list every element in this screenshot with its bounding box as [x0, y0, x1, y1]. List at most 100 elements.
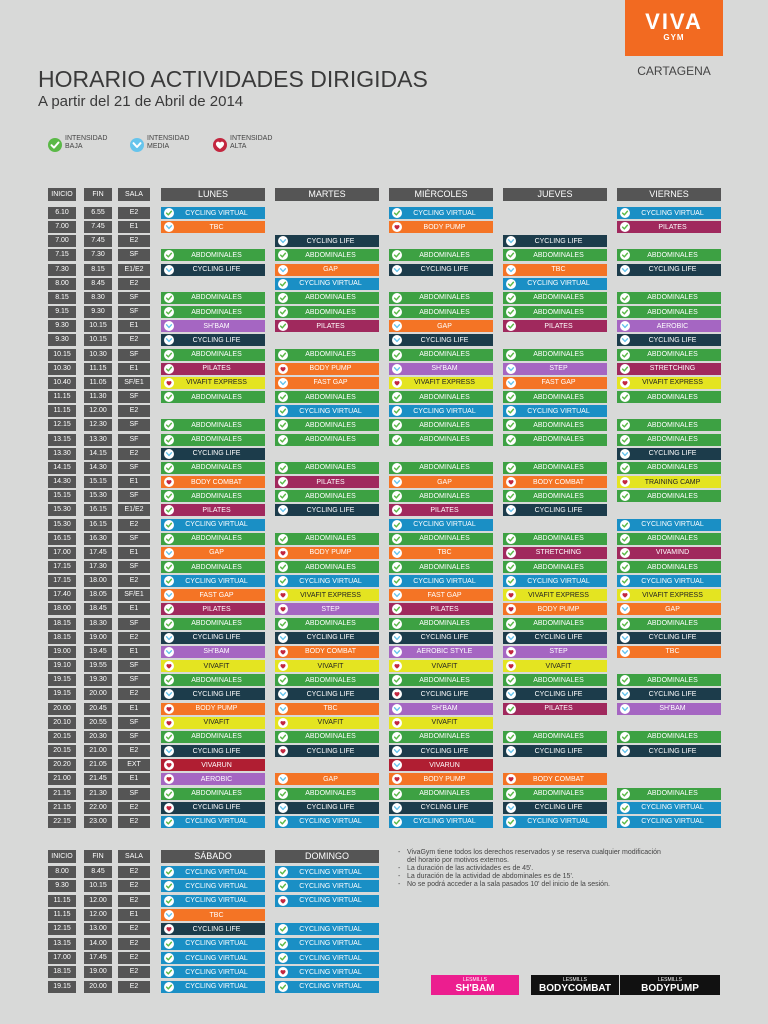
class-cell-fast-gap[interactable]: FAST GAP: [389, 589, 493, 602]
class-cell-cycling-virtual[interactable]: CYCLING VIRTUAL: [275, 923, 379, 936]
class-cell-cycling-life[interactable]: CYCLING LIFE: [617, 688, 721, 701]
class-cell-cycling-virtual[interactable]: CYCLING VIRTUAL: [161, 518, 265, 531]
class-cell-cycling-virtual[interactable]: CYCLING VIRTUAL: [161, 937, 265, 950]
class-cell-body-pump[interactable]: BODY PUMP: [275, 546, 379, 559]
class-cell-gap[interactable]: GAP: [389, 476, 493, 489]
class-cell-abdominales[interactable]: ABDOMINALES: [617, 433, 721, 446]
class-cell-cycling-virtual[interactable]: CYCLING VIRTUAL: [503, 575, 607, 588]
class-cell-cycling-virtual[interactable]: CYCLING VIRTUAL: [161, 575, 265, 588]
class-cell-sh-bam[interactable]: SH'BAM: [161, 645, 265, 658]
class-cell-cycling-virtual[interactable]: CYCLING VIRTUAL: [275, 966, 379, 979]
class-cell-abdominales[interactable]: ABDOMINALES: [617, 730, 721, 743]
class-cell-abdominales[interactable]: ABDOMINALES: [617, 249, 721, 262]
class-cell-abdominales[interactable]: ABDOMINALES: [161, 249, 265, 262]
class-cell-pilates[interactable]: PILATES: [275, 320, 379, 333]
class-cell-cycling-life[interactable]: CYCLING LIFE: [161, 745, 265, 758]
class-cell-cycling-virtual[interactable]: CYCLING VIRTUAL: [503, 815, 607, 828]
class-cell-cycling-life[interactable]: CYCLING LIFE: [389, 745, 493, 758]
class-cell-aerobic[interactable]: AERÓBIC: [617, 320, 721, 333]
class-cell-cycling-virtual[interactable]: CYCLING VIRTUAL: [161, 815, 265, 828]
class-cell-gap[interactable]: GAP: [275, 263, 379, 276]
class-cell-abdominales[interactable]: ABDOMINALES: [389, 291, 493, 304]
class-cell-cycling-virtual[interactable]: CYCLING VIRTUAL: [617, 518, 721, 531]
class-cell-abdominales[interactable]: ABDOMINALES: [161, 291, 265, 304]
class-cell-abdominales[interactable]: ABDOMINALES: [389, 433, 493, 446]
class-cell-pilates[interactable]: PILATES: [503, 702, 607, 715]
class-cell-gap[interactable]: GAP: [275, 773, 379, 786]
class-cell-cycling-virtual[interactable]: CYCLING VIRTUAL: [617, 801, 721, 814]
class-cell-abdominales[interactable]: ABDOMINALES: [503, 433, 607, 446]
class-cell-abdominales[interactable]: ABDOMINALES: [161, 787, 265, 800]
class-cell-fast-gap[interactable]: FAST GAP: [161, 589, 265, 602]
class-cell-tbc[interactable]: TBC: [161, 221, 265, 234]
class-cell-cycling-virtual[interactable]: CYCLING VIRTUAL: [161, 980, 265, 993]
class-cell-cycling-life[interactable]: CYCLING LIFE: [617, 631, 721, 644]
class-cell-cycling-virtual[interactable]: CYCLING VIRTUAL: [275, 277, 379, 290]
class-cell-aerobic[interactable]: AERÓBIC: [161, 773, 265, 786]
class-cell-cycling-life[interactable]: CYCLING LIFE: [275, 745, 379, 758]
class-cell-cycling-virtual[interactable]: CYCLING VIRTUAL: [275, 880, 379, 893]
class-cell-abdominales[interactable]: ABDOMINALES: [389, 490, 493, 503]
class-cell-pilates[interactable]: PILATES: [275, 476, 379, 489]
class-cell-step[interactable]: STEP: [503, 362, 607, 375]
class-cell-abdominales[interactable]: ABDOMINALES: [161, 561, 265, 573]
class-cell-cycling-life[interactable]: CYCLING LIFE: [503, 631, 607, 644]
class-cell-cycling-virtual[interactable]: CYCLING VIRTUAL: [161, 880, 265, 893]
class-cell-abdominales[interactable]: ABDOMINALES: [161, 391, 265, 404]
class-cell-cycling-life[interactable]: CYCLING LIFE: [389, 688, 493, 701]
class-cell-training-camp[interactable]: TRAINING CAMP: [617, 476, 721, 489]
class-cell-vivafit[interactable]: VIVAFIT: [503, 660, 607, 673]
class-cell-abdominales[interactable]: ABDOMINALES: [389, 674, 493, 687]
class-cell-tbc[interactable]: TBC: [389, 546, 493, 559]
class-cell-tbc[interactable]: TBC: [503, 263, 607, 276]
class-cell-tbc[interactable]: TBC: [617, 645, 721, 658]
class-cell-abdominales[interactable]: ABDOMINALES: [275, 433, 379, 446]
class-cell-cycling-virtual[interactable]: CYCLING VIRTUAL: [275, 866, 379, 878]
class-cell-cycling-life[interactable]: CYCLING LIFE: [617, 745, 721, 758]
class-cell-body-combat[interactable]: BODY COMBAT: [161, 476, 265, 489]
class-cell-cycling-virtual[interactable]: CYCLING VIRTUAL: [503, 405, 607, 418]
class-cell-pilates[interactable]: PILATES: [389, 504, 493, 517]
class-cell-cycling-life[interactable]: CYCLING LIFE: [503, 688, 607, 701]
class-cell-step[interactable]: STEP: [503, 645, 607, 658]
class-cell-abdominales[interactable]: ABDOMINALES: [617, 532, 721, 545]
class-cell-cycling-life[interactable]: CYCLING LIFE: [503, 504, 607, 517]
class-cell-tbc[interactable]: TBC: [161, 909, 265, 922]
class-cell-tbc[interactable]: TBC: [275, 702, 379, 715]
class-cell-pilates[interactable]: PILATES: [503, 320, 607, 333]
class-cell-cycling-life[interactable]: CYCLING LIFE: [161, 334, 265, 347]
class-cell-body-combat[interactable]: BODY COMBAT: [503, 773, 607, 786]
class-cell-abdominales[interactable]: ABDOMINALES: [389, 249, 493, 262]
class-cell-vivafit-express[interactable]: VIVAFIT EXPRESS: [617, 589, 721, 602]
class-cell-abdominales[interactable]: ABDOMINALES: [275, 419, 379, 432]
class-cell-abdominales[interactable]: ABDOMINALES: [617, 419, 721, 432]
class-cell-abdominales[interactable]: ABDOMINALES: [503, 348, 607, 361]
class-cell-vivafit-express[interactable]: VIVAFIT EXPRESS: [503, 589, 607, 602]
class-cell-cycling-life[interactable]: CYCLING LIFE: [503, 801, 607, 814]
class-cell-cycling-virtual[interactable]: CYCLING VIRTUAL: [389, 815, 493, 828]
class-cell-sh-bam[interactable]: SH'BAM: [389, 702, 493, 715]
class-cell-fast-gap[interactable]: FAST GAP: [503, 376, 607, 389]
class-cell-pilates[interactable]: PILATES: [161, 504, 265, 517]
class-cell-abdominales[interactable]: ABDOMINALES: [275, 617, 379, 630]
class-cell-abdominales[interactable]: ABDOMINALES: [503, 461, 607, 474]
class-cell-abdominales[interactable]: ABDOMINALES: [503, 391, 607, 404]
class-cell-abdominales[interactable]: ABDOMINALES: [617, 461, 721, 474]
class-cell-pilates[interactable]: PILATES: [617, 221, 721, 234]
class-cell-cycling-virtual[interactable]: CYCLING VIRTUAL: [275, 815, 379, 828]
class-cell-abdominales[interactable]: ABDOMINALES: [617, 787, 721, 800]
class-cell-abdominales[interactable]: ABDOMINALES: [161, 306, 265, 319]
class-cell-abdominales[interactable]: ABDOMINALES: [161, 490, 265, 503]
class-cell-abdominales[interactable]: ABDOMINALES: [503, 532, 607, 545]
class-cell-cycling-life[interactable]: CYCLING LIFE: [161, 447, 265, 460]
class-cell-abdominales[interactable]: ABDOMINALES: [275, 461, 379, 474]
class-cell-abdominales[interactable]: ABDOMINALES: [161, 461, 265, 474]
class-cell-abdominales[interactable]: ABDOMINALES: [275, 730, 379, 743]
class-cell-abdominales[interactable]: ABDOMINALES: [617, 674, 721, 687]
class-cell-cycling-virtual[interactable]: CYCLING VIRTUAL: [161, 866, 265, 878]
class-cell-cycling-life[interactable]: CYCLING LIFE: [275, 801, 379, 814]
class-cell-abdominales[interactable]: ABDOMINALES: [503, 490, 607, 503]
class-cell-abdominales[interactable]: ABDOMINALES: [617, 617, 721, 630]
class-cell-fast-gap[interactable]: FAST GAP: [275, 376, 379, 389]
class-cell-abdominales[interactable]: ABDOMINALES: [275, 787, 379, 800]
